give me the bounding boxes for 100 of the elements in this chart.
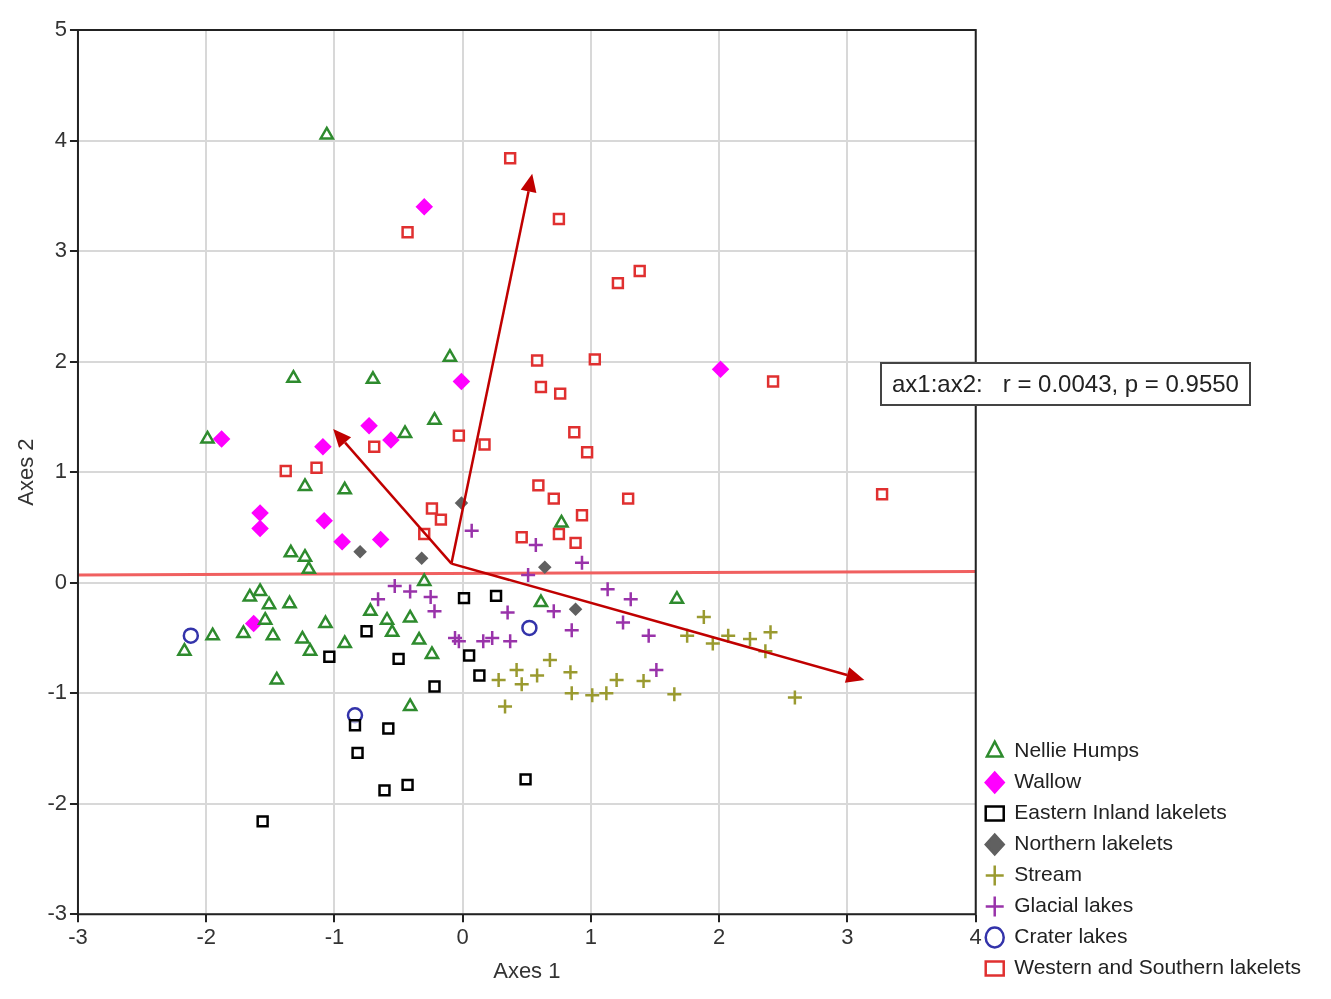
point	[534, 380, 548, 394]
point	[513, 676, 530, 693]
point	[251, 520, 269, 537]
point	[333, 533, 351, 550]
point	[397, 425, 413, 439]
point	[257, 611, 273, 625]
point	[527, 536, 545, 554]
point	[382, 722, 395, 735]
point	[256, 815, 269, 828]
point	[569, 536, 582, 550]
legend-label: Northern lakelets	[1014, 831, 1173, 855]
point	[573, 554, 591, 571]
point	[200, 430, 215, 444]
point	[545, 603, 563, 620]
point	[297, 548, 313, 562]
point	[434, 513, 448, 526]
point	[532, 479, 545, 492]
point	[205, 627, 220, 641]
point	[353, 545, 367, 558]
point	[552, 527, 566, 541]
point	[378, 784, 391, 797]
point	[428, 680, 441, 693]
point	[401, 778, 414, 792]
point	[552, 212, 566, 226]
point	[426, 603, 443, 620]
point	[379, 611, 395, 625]
point	[351, 746, 364, 760]
point	[669, 590, 685, 604]
y-tick-label: 4	[54, 126, 67, 152]
x-tick-label: 0	[456, 924, 469, 950]
point	[261, 596, 277, 610]
legend-label: Stream	[1014, 862, 1082, 886]
x-tick-label: -1	[324, 924, 345, 950]
point	[245, 615, 262, 632]
point	[415, 198, 433, 216]
point	[360, 417, 378, 434]
point	[411, 631, 427, 645]
point	[541, 651, 559, 669]
point	[875, 488, 889, 501]
point	[533, 594, 549, 608]
y-tick-label: -1	[47, 679, 67, 705]
point	[382, 431, 400, 449]
point	[282, 595, 297, 609]
point	[473, 669, 486, 682]
x-axis-title: Axes 1	[493, 957, 561, 983]
y-tick-label: -3	[47, 900, 67, 926]
point	[401, 583, 419, 600]
point	[318, 615, 333, 629]
point	[640, 627, 657, 644]
point	[301, 561, 317, 575]
point	[569, 602, 582, 616]
point	[528, 667, 546, 684]
point	[242, 588, 258, 602]
point	[251, 504, 269, 522]
point	[314, 438, 332, 455]
point	[474, 632, 492, 650]
point	[563, 621, 580, 639]
point	[177, 642, 192, 656]
point	[622, 590, 639, 608]
point	[315, 512, 333, 529]
point	[490, 671, 507, 689]
point	[499, 604, 516, 621]
point	[568, 426, 581, 439]
point	[611, 276, 625, 290]
point	[588, 353, 602, 366]
point	[302, 642, 318, 656]
point	[427, 411, 442, 425]
point	[648, 661, 665, 679]
legend-label: Western and Southern lakelets	[1014, 955, 1301, 979]
point	[575, 509, 589, 522]
point	[666, 686, 683, 703]
point	[457, 591, 471, 605]
point	[384, 624, 400, 638]
point	[786, 689, 804, 706]
legend-label: Wallow	[1014, 769, 1082, 793]
point	[368, 440, 381, 453]
point	[319, 126, 335, 140]
point	[580, 446, 594, 459]
x-tick-label: 2	[713, 924, 726, 950]
point	[462, 649, 476, 662]
point	[323, 650, 336, 663]
point	[402, 609, 418, 623]
point	[360, 625, 373, 638]
point	[369, 590, 387, 608]
point	[503, 152, 517, 165]
point	[695, 608, 713, 626]
point	[450, 632, 468, 650]
point	[365, 371, 381, 385]
point	[584, 687, 601, 704]
point	[425, 502, 439, 515]
point	[446, 629, 464, 647]
point	[297, 478, 313, 492]
point	[501, 632, 519, 650]
point	[213, 430, 230, 448]
point	[337, 481, 353, 495]
point	[614, 614, 632, 631]
point	[563, 684, 580, 702]
point	[547, 492, 560, 505]
point	[489, 589, 503, 603]
y-tick-label: -2	[47, 789, 67, 815]
